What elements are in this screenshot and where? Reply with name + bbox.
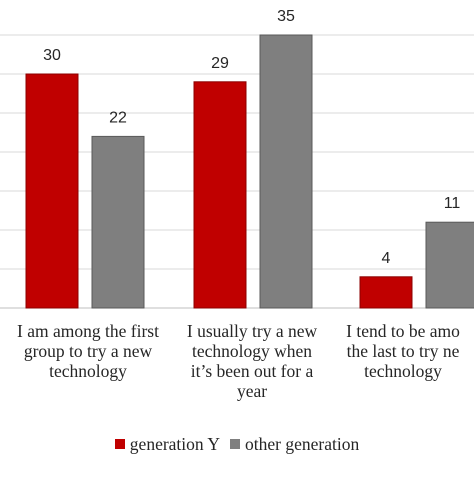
- legend-swatch-generation-y: [114, 439, 125, 449]
- legend: generation Y other generation: [0, 432, 474, 456]
- data-label-generation-y-1: 30: [43, 47, 61, 64]
- bar-other-generation-1: [91, 135, 145, 309]
- bar-generation-y-3: [359, 276, 413, 309]
- category-label-3: I tend to be amo the last to try ne tech…: [346, 321, 460, 381]
- legend-item-generation-y: generation Y: [114, 433, 221, 455]
- bar-generation-y-2: [193, 81, 247, 309]
- legend-item-other-generation: other generation: [230, 434, 359, 455]
- category-label-2: I usually try a new technology when it’s…: [186, 321, 318, 401]
- category-label-1: I am among the first group to try a new …: [17, 321, 159, 381]
- legend-swatch-other-generation: [230, 439, 241, 449]
- data-label-other-generation-1: 22: [109, 109, 127, 126]
- data-label-other-generation-3: 11: [444, 195, 461, 212]
- legend-label-other-generation: other generation: [245, 433, 360, 454]
- bar-other-generation-2: [259, 34, 313, 309]
- data-label-other-generation-2: 35: [277, 8, 295, 25]
- data-label-generation-y-3: 4: [382, 250, 391, 267]
- legend-label-generation-y: generation Y: [129, 433, 221, 454]
- bar-other-generation-3: [425, 221, 474, 309]
- bar-generation-y-1: [25, 73, 79, 309]
- data-label-generation-y-2: 29: [211, 55, 229, 72]
